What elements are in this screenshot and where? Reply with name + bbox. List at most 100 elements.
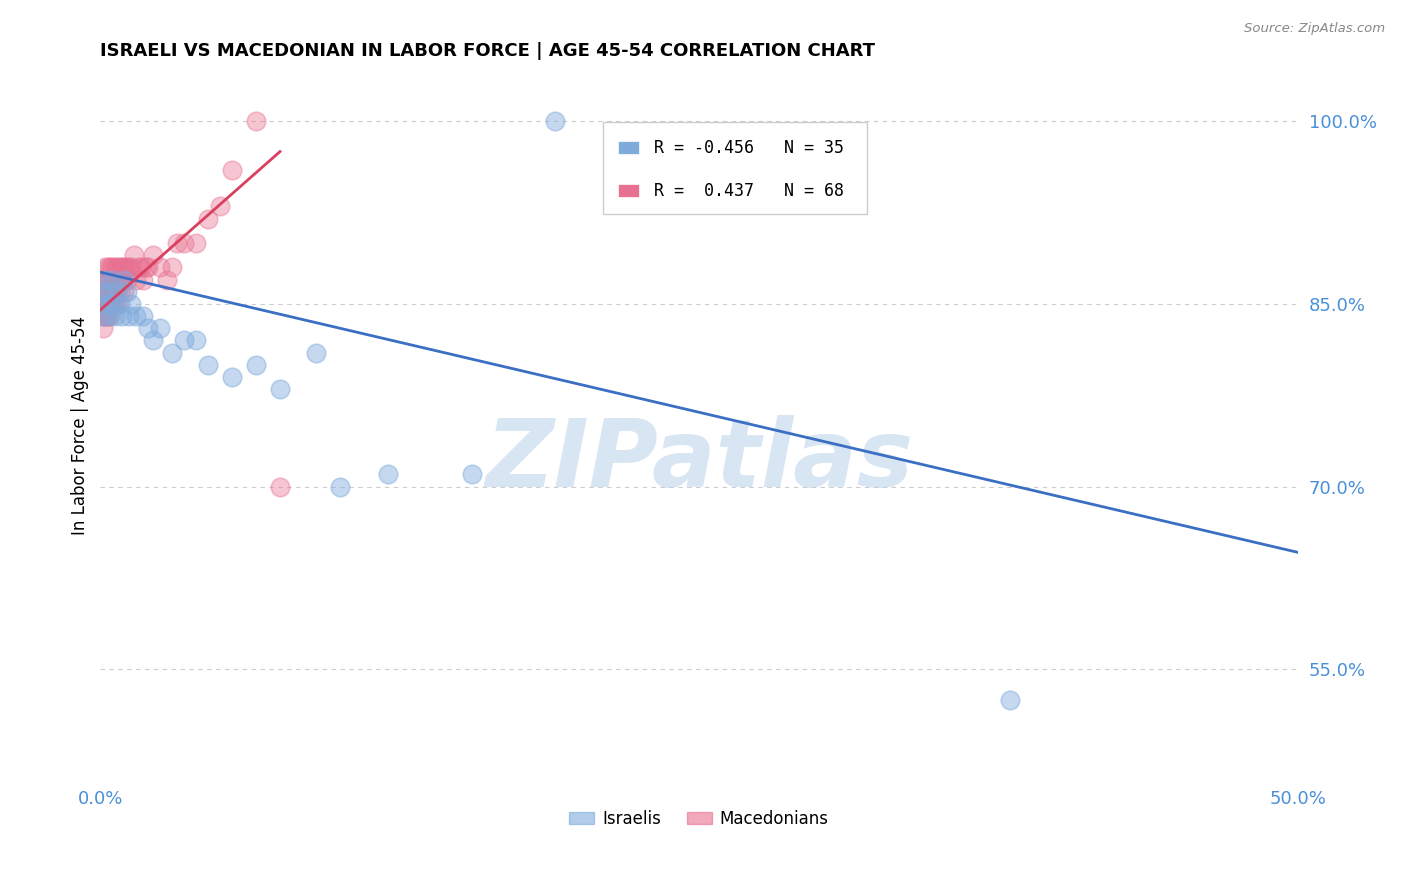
- Point: [101, 297, 124, 311]
- Bar: [603, 122, 866, 214]
- Point: [305, 345, 328, 359]
- Point: [125, 272, 148, 286]
- Point: [91, 272, 114, 286]
- Text: R =  0.437   N = 68: R = 0.437 N = 68: [654, 182, 844, 200]
- Point: [111, 260, 134, 275]
- Point: [98, 260, 121, 275]
- Point: [91, 285, 114, 299]
- Point: [142, 334, 165, 348]
- Point: [160, 260, 183, 275]
- Point: [98, 297, 121, 311]
- Point: [104, 285, 127, 299]
- Point: [111, 309, 134, 323]
- Point: [129, 260, 152, 275]
- Point: [96, 285, 118, 299]
- Point: [105, 285, 128, 299]
- Point: [186, 235, 208, 250]
- Point: [91, 321, 114, 335]
- Point: [98, 297, 121, 311]
- Point: [91, 297, 114, 311]
- Point: [209, 199, 232, 213]
- Point: [186, 334, 208, 348]
- Point: [96, 309, 118, 323]
- Text: ZIPatlas: ZIPatlas: [485, 415, 912, 507]
- Point: [118, 309, 141, 323]
- Point: [111, 272, 134, 286]
- Y-axis label: In Labor Force | Age 45-54: In Labor Force | Age 45-54: [72, 316, 89, 535]
- Point: [104, 272, 127, 286]
- Point: [101, 297, 124, 311]
- Point: [136, 321, 159, 335]
- Point: [121, 297, 143, 311]
- Point: [104, 297, 127, 311]
- Point: [221, 370, 243, 384]
- Point: [91, 309, 114, 323]
- Point: [94, 297, 117, 311]
- Point: [173, 334, 195, 348]
- Point: [108, 297, 131, 311]
- Point: [96, 285, 118, 299]
- Point: [96, 272, 118, 286]
- Point: [112, 285, 135, 299]
- Point: [173, 235, 195, 250]
- Point: [101, 285, 124, 299]
- Point: [136, 260, 159, 275]
- Point: [96, 285, 118, 299]
- Point: [101, 260, 124, 275]
- Text: R = -0.456   N = 35: R = -0.456 N = 35: [654, 138, 844, 157]
- Point: [98, 309, 121, 323]
- Point: [544, 114, 567, 128]
- Point: [105, 260, 128, 275]
- Point: [94, 309, 117, 323]
- Point: [94, 272, 117, 286]
- Point: [115, 285, 138, 299]
- Point: [269, 479, 291, 493]
- Point: [132, 272, 155, 286]
- Point: [94, 285, 117, 299]
- Point: [94, 260, 117, 275]
- Point: [245, 358, 267, 372]
- Point: [101, 272, 124, 286]
- Point: [197, 211, 219, 226]
- Point: [149, 321, 172, 335]
- Point: [221, 162, 243, 177]
- Point: [91, 297, 114, 311]
- Point: [105, 285, 128, 299]
- Point: [94, 272, 117, 286]
- Point: [269, 382, 291, 396]
- Bar: [617, 185, 640, 197]
- Point: [96, 260, 118, 275]
- Point: [108, 285, 131, 299]
- Point: [108, 260, 131, 275]
- Point: [377, 467, 399, 482]
- Point: [156, 272, 179, 286]
- Point: [122, 248, 145, 262]
- Text: ISRAELI VS MACEDONIAN IN LABOR FORCE | AGE 45-54 CORRELATION CHART: ISRAELI VS MACEDONIAN IN LABOR FORCE | A…: [100, 42, 876, 60]
- Point: [142, 248, 165, 262]
- Point: [160, 345, 183, 359]
- Point: [91, 309, 114, 323]
- Point: [125, 309, 148, 323]
- Point: [104, 309, 127, 323]
- Point: [105, 272, 128, 286]
- Point: [112, 260, 135, 275]
- Point: [460, 467, 482, 482]
- Point: [101, 285, 124, 299]
- Point: [98, 272, 121, 286]
- Point: [135, 260, 157, 275]
- Legend: Israelis, Macedonians: Israelis, Macedonians: [562, 803, 835, 834]
- Point: [96, 297, 118, 311]
- Point: [118, 260, 141, 275]
- Point: [104, 260, 127, 275]
- Point: [166, 235, 188, 250]
- Point: [197, 358, 219, 372]
- Point: [245, 114, 267, 128]
- Point: [101, 272, 124, 286]
- Point: [115, 272, 138, 286]
- Point: [132, 309, 155, 323]
- Point: [108, 272, 131, 286]
- Text: Source: ZipAtlas.com: Source: ZipAtlas.com: [1244, 22, 1385, 36]
- Point: [98, 285, 121, 299]
- Point: [94, 309, 117, 323]
- Point: [96, 309, 118, 323]
